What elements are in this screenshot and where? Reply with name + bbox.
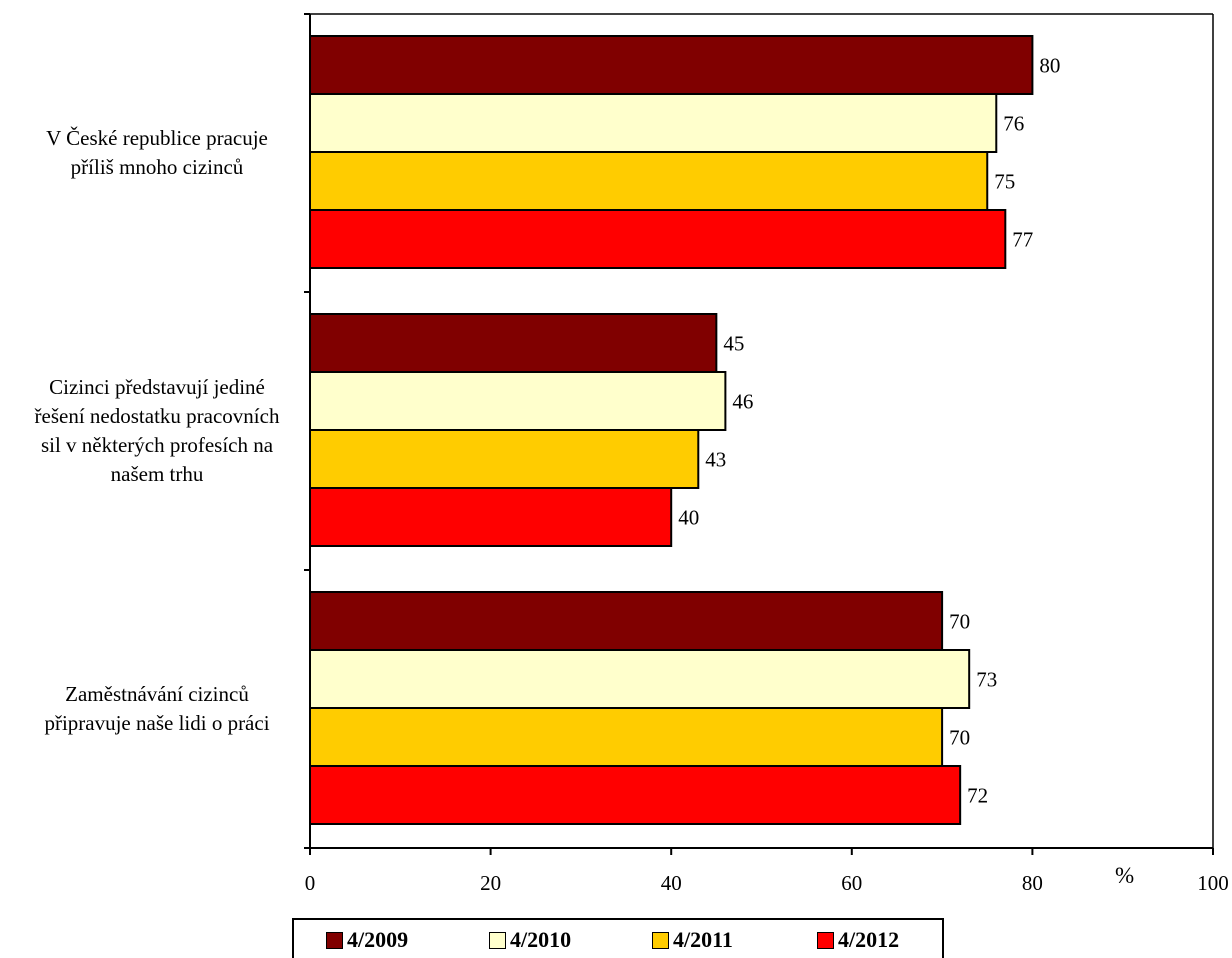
bar bbox=[309, 649, 971, 709]
legend-swatch bbox=[817, 931, 834, 949]
data-label: 80 bbox=[1039, 54, 1060, 78]
legend-label: 4/2011 bbox=[673, 927, 733, 952]
legend-label: 4/2010 bbox=[510, 927, 572, 952]
bar bbox=[309, 591, 944, 651]
bar bbox=[309, 765, 962, 825]
data-label: 70 bbox=[949, 726, 970, 750]
data-label: 77 bbox=[1012, 228, 1033, 252]
legend-label: 4/2012 bbox=[838, 927, 900, 952]
data-label: 43 bbox=[705, 448, 726, 472]
bar-chart: 80 76 75 77 45 46 43 40 70 73 70 72 0 20 40 60 80 100 bbox=[304, 13, 1229, 895]
bar bbox=[309, 487, 673, 547]
bar bbox=[309, 151, 989, 211]
x-axis-unit-label: % bbox=[1115, 863, 1135, 888]
legend-item: 4/2009 bbox=[326, 927, 409, 952]
category-label: Cizinci představují jediné řešení nedost… bbox=[34, 375, 280, 486]
bar bbox=[309, 313, 718, 373]
data-label: 76 bbox=[1003, 112, 1024, 136]
bar bbox=[309, 429, 700, 489]
legend-item: 4/2012 bbox=[817, 927, 900, 952]
bar bbox=[309, 209, 1007, 269]
data-label: 70 bbox=[949, 610, 970, 634]
x-tick-label: 20 bbox=[480, 871, 501, 895]
x-tick-label: 0 bbox=[305, 871, 316, 895]
legend-item: 4/2010 bbox=[489, 927, 572, 952]
category-label: V České republice pracuje příliš mnoho c… bbox=[46, 126, 268, 179]
legend-swatch bbox=[326, 931, 343, 949]
bar bbox=[309, 93, 998, 153]
x-tick-label: 40 bbox=[661, 871, 682, 895]
data-label: 45 bbox=[723, 332, 744, 356]
x-tick-label: 60 bbox=[841, 871, 862, 895]
data-label: 72 bbox=[967, 784, 988, 808]
x-tick-label: 80 bbox=[1022, 871, 1043, 895]
bar bbox=[309, 371, 727, 431]
x-tick-label: 100 bbox=[1197, 871, 1229, 895]
legend-label: 4/2009 bbox=[347, 927, 409, 952]
bar bbox=[309, 35, 1034, 95]
data-label: 73 bbox=[976, 668, 997, 692]
category-label: Zaměstnávání cizinců připravuje naše lid… bbox=[44, 682, 270, 735]
bar bbox=[309, 707, 944, 767]
legend: 4/2009 4/2010 4/2011 4/2012 bbox=[292, 918, 944, 958]
legend-item: 4/2011 bbox=[652, 927, 733, 952]
legend-swatch bbox=[489, 931, 506, 949]
legend-swatch bbox=[652, 931, 669, 949]
data-label: 40 bbox=[678, 506, 699, 530]
data-label: 75 bbox=[994, 170, 1015, 194]
data-label: 46 bbox=[732, 390, 753, 414]
